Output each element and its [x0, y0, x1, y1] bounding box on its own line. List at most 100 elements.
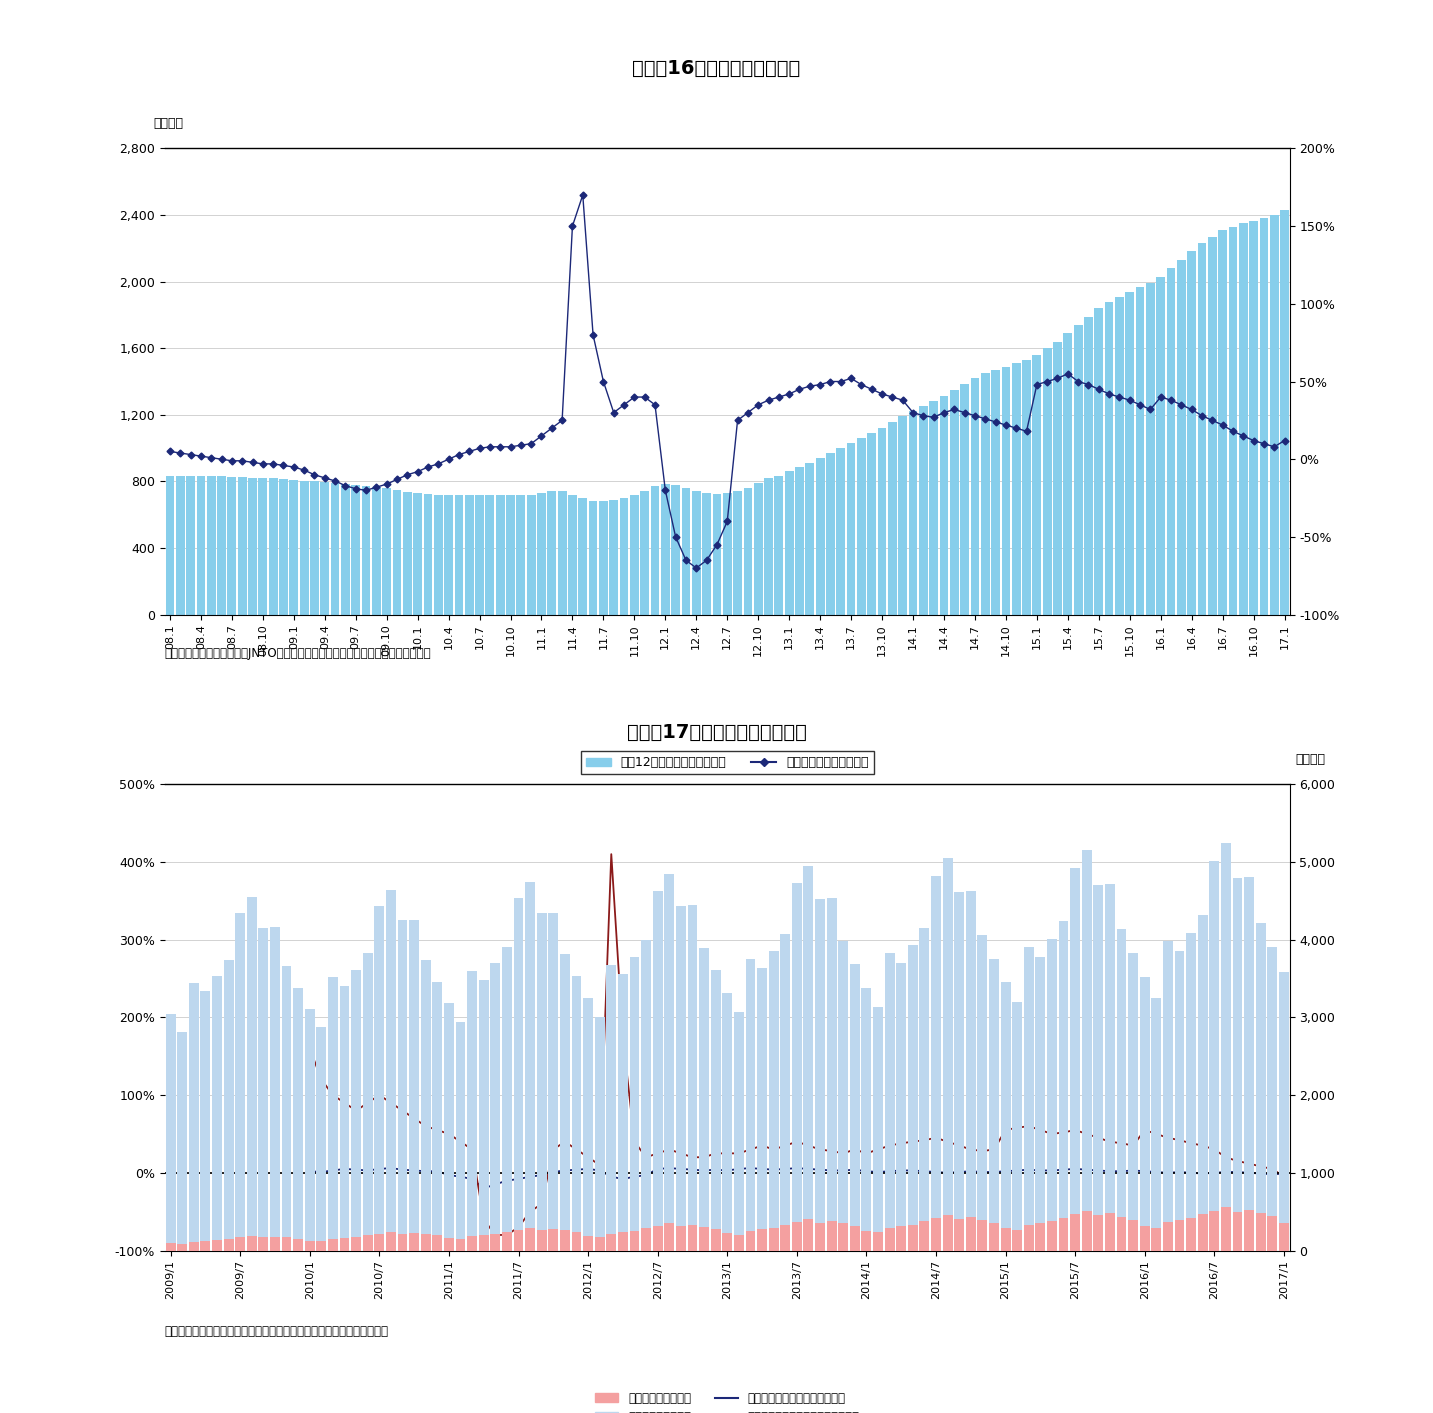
Bar	[363, 954, 373, 1251]
Bar	[258, 478, 267, 615]
Bar	[1198, 1214, 1208, 1251]
Bar	[692, 492, 701, 615]
Bar	[847, 444, 856, 615]
Bar	[950, 390, 959, 615]
Bar	[838, 1224, 848, 1251]
Bar	[282, 1238, 291, 1251]
Bar	[1053, 342, 1062, 615]
Bar	[589, 500, 598, 615]
Bar	[665, 873, 674, 1251]
Bar	[1048, 940, 1058, 1251]
Bar	[537, 1231, 546, 1251]
Text: （万人）: （万人）	[153, 117, 183, 130]
Bar	[838, 941, 848, 1251]
Bar	[351, 1238, 361, 1251]
Bar	[711, 1229, 721, 1251]
Bar	[792, 1222, 801, 1251]
Bar	[599, 502, 608, 615]
Bar	[1000, 1228, 1010, 1251]
Bar	[212, 1241, 222, 1251]
Bar	[1232, 877, 1242, 1251]
Bar	[898, 417, 907, 615]
Bar	[764, 478, 772, 615]
Bar	[189, 1242, 199, 1251]
Bar	[774, 476, 784, 615]
Bar	[1218, 230, 1227, 615]
Bar	[873, 1007, 883, 1251]
Bar	[1070, 1214, 1080, 1251]
Bar	[699, 948, 709, 1251]
Bar	[513, 1229, 523, 1251]
Bar	[1267, 947, 1277, 1251]
Bar	[560, 954, 570, 1251]
Bar	[383, 489, 391, 615]
Bar	[977, 935, 987, 1251]
Bar	[374, 1234, 384, 1251]
Bar	[464, 495, 474, 615]
Bar	[744, 487, 752, 615]
Bar	[734, 1235, 744, 1251]
Bar	[1093, 1215, 1103, 1251]
Bar	[618, 974, 628, 1251]
Bar	[258, 927, 268, 1251]
Bar	[218, 476, 226, 615]
Bar	[385, 1232, 396, 1251]
Bar	[513, 899, 523, 1251]
Bar	[1146, 283, 1155, 615]
Bar	[629, 958, 639, 1251]
Bar	[476, 495, 484, 615]
Bar	[1244, 877, 1254, 1251]
Bar	[1260, 219, 1268, 615]
Bar	[351, 485, 360, 615]
Bar	[909, 945, 917, 1251]
Bar	[340, 986, 350, 1251]
Bar	[433, 1235, 443, 1251]
Bar	[804, 1219, 814, 1251]
Bar	[444, 495, 453, 615]
Bar	[549, 1229, 559, 1251]
Bar	[795, 468, 804, 615]
Bar	[547, 492, 556, 615]
Bar	[1280, 972, 1288, 1251]
Bar	[896, 1226, 906, 1251]
Bar	[321, 482, 330, 615]
Bar	[572, 976, 582, 1251]
Bar	[768, 1228, 778, 1251]
Bar	[1070, 869, 1080, 1251]
Bar	[815, 899, 825, 1251]
Bar	[1151, 998, 1161, 1251]
Bar	[1267, 1217, 1277, 1251]
Bar	[1093, 885, 1103, 1251]
Bar	[920, 927, 930, 1251]
Text: 図表－17　延べ宿泊者数の推移: 図表－17 延べ宿泊者数の推移	[626, 723, 807, 742]
Bar	[785, 472, 794, 615]
Bar	[1036, 957, 1045, 1251]
Bar	[224, 959, 234, 1251]
Bar	[433, 982, 443, 1251]
Bar	[1095, 308, 1103, 615]
Bar	[1085, 317, 1093, 615]
Bar	[1244, 1210, 1254, 1251]
Bar	[1228, 226, 1237, 615]
Bar	[1255, 923, 1265, 1251]
Bar	[618, 1232, 628, 1251]
Bar	[954, 1219, 964, 1251]
Bar	[393, 490, 401, 615]
Bar	[827, 899, 837, 1251]
Bar	[1023, 947, 1033, 1251]
Bar	[486, 495, 494, 615]
Bar	[857, 438, 866, 615]
Bar	[1221, 842, 1231, 1251]
Bar	[374, 906, 384, 1251]
Bar	[1139, 976, 1149, 1251]
Bar	[1116, 928, 1126, 1251]
Bar	[340, 1238, 350, 1251]
Bar	[269, 1236, 279, 1251]
Bar	[653, 892, 662, 1251]
Bar	[920, 1221, 930, 1251]
Bar	[1188, 250, 1197, 615]
Bar	[527, 495, 536, 615]
Bar	[524, 882, 535, 1251]
Bar	[1128, 1219, 1138, 1251]
Bar	[768, 951, 778, 1251]
